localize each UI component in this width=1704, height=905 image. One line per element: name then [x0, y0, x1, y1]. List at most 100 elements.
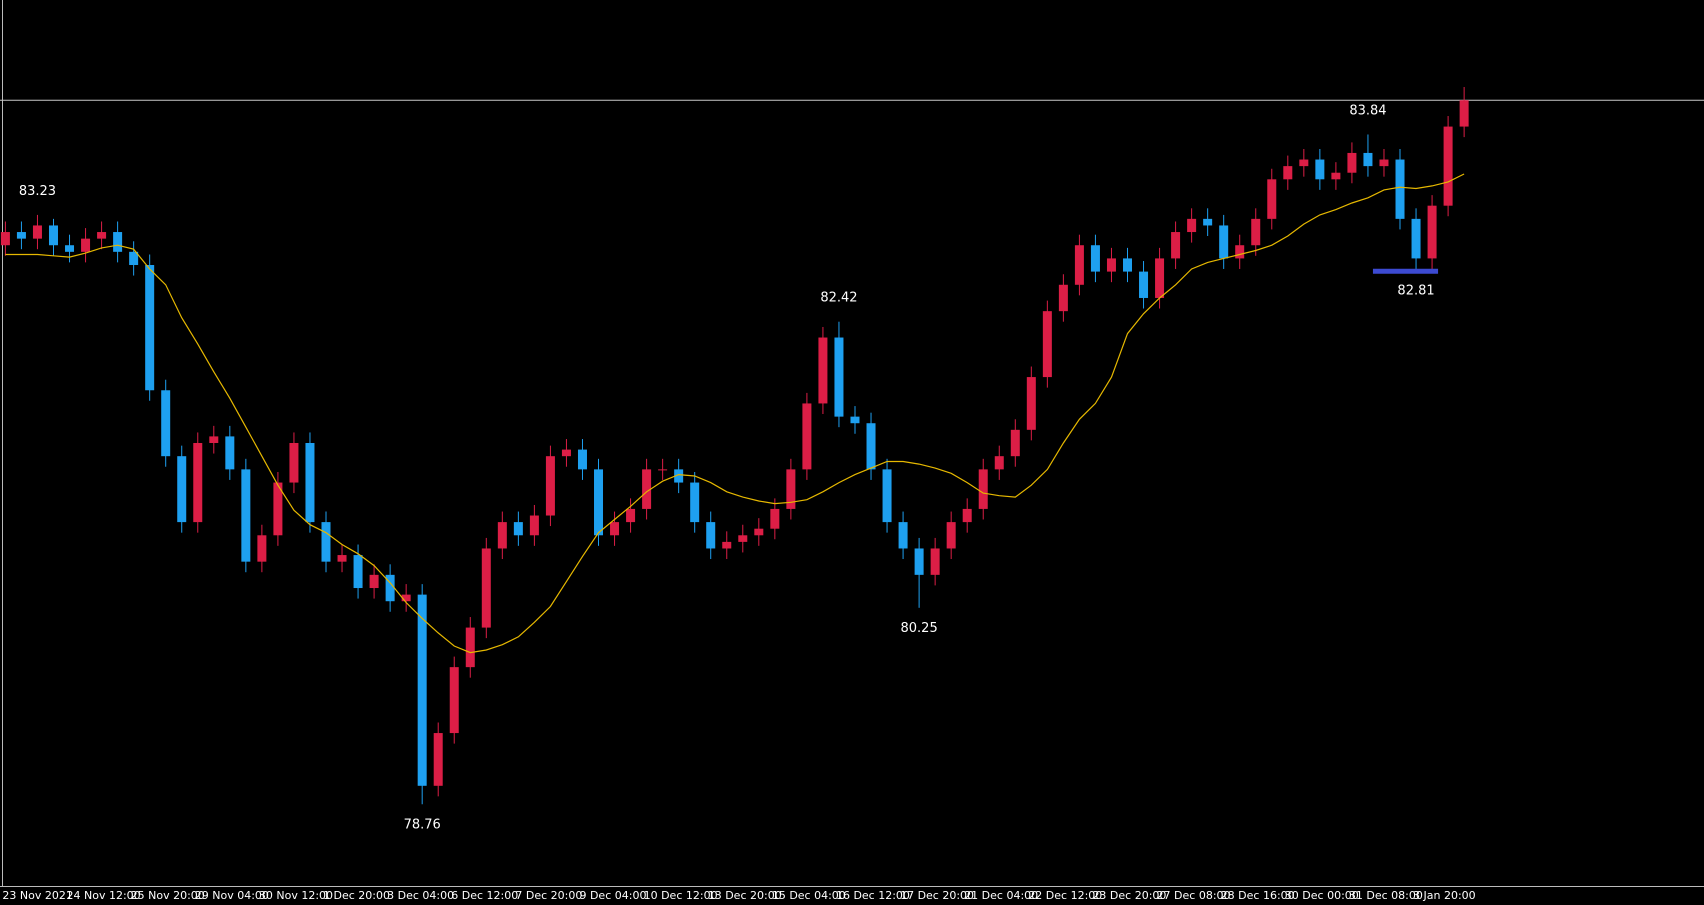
x-tick-label: 23 Nov 2021: [2, 889, 72, 902]
candle-body: [417, 594, 427, 786]
candle-body: [802, 403, 812, 470]
candle-body: [1219, 225, 1229, 259]
candle-body: [337, 555, 347, 562]
candle-body: [978, 469, 988, 509]
candle-body: [225, 436, 235, 470]
x-tick-label: 30 Dec 00:00: [1285, 889, 1359, 902]
candle-body: [497, 522, 507, 549]
x-tick-label: 23 Dec 20:00: [1092, 889, 1166, 902]
candle-body: [706, 522, 716, 549]
candle-body: [1251, 218, 1261, 246]
candle-body: [1459, 100, 1469, 127]
candle-body: [1427, 205, 1437, 259]
candle-body: [1106, 258, 1116, 272]
candle-body: [658, 469, 668, 471]
x-tick-label: 25 Nov 20:00: [131, 889, 205, 902]
candle-body: [32, 225, 42, 239]
candle-body: [1203, 218, 1213, 226]
candle-body: [1411, 218, 1421, 259]
candle-body: [353, 555, 363, 589]
candle-body: [1010, 429, 1020, 457]
candle-body: [1235, 245, 1245, 259]
candle-body: [449, 667, 459, 734]
x-tick-label: 27 Dec 08:00: [1157, 889, 1231, 902]
x-tick-label: 17 Dec 20:00: [900, 889, 974, 902]
candle-body: [642, 469, 652, 509]
candle-body: [738, 535, 748, 542]
candle-body: [754, 528, 764, 536]
candle-body: [161, 390, 171, 457]
candle-body: [81, 238, 91, 252]
candle-body: [385, 574, 395, 602]
x-tick-label: 9 Dec 04:00: [579, 889, 646, 902]
moving-average: [5, 173, 1465, 654]
candle-body: [433, 733, 443, 786]
candle-body: [305, 443, 315, 523]
candle-body: [1347, 152, 1357, 173]
price-annotation: 80.25: [901, 621, 938, 636]
x-tick-label: 3 Dec 04:00: [387, 889, 454, 902]
candle-body: [1155, 258, 1165, 298]
candle-body: [369, 574, 379, 589]
candle-body: [529, 515, 539, 536]
candle-body: [610, 522, 620, 536]
candle-body: [994, 456, 1004, 470]
candle-body: [834, 337, 844, 417]
candle-body: [594, 469, 604, 536]
price-annotation: 82.42: [820, 291, 857, 306]
candle-body: [97, 232, 107, 239]
x-tick-label: 29 Nov 04:00: [195, 889, 269, 902]
x-tick-label: 1 Dec 20:00: [323, 889, 390, 902]
candle-body: [914, 548, 924, 575]
price-annotation: 83.84: [1349, 103, 1386, 118]
candle-body: [626, 508, 636, 523]
candle-body: [321, 522, 331, 562]
candle-body: [65, 245, 75, 252]
x-tick-label: 30 Nov 12:00: [259, 889, 333, 902]
candle-body: [722, 541, 732, 549]
candle-body: [962, 508, 972, 523]
candle-body: [770, 508, 780, 529]
x-tick-label: 31 Dec 08:00: [1349, 889, 1423, 902]
candle-body: [1042, 311, 1052, 378]
candle-body: [930, 548, 940, 575]
candle-body: [1058, 284, 1068, 312]
x-tick-label: 13 Dec 20:00: [708, 889, 782, 902]
price-annotation: 82.81: [1397, 283, 1434, 298]
candle-body: [193, 443, 203, 523]
candle-body: [465, 627, 475, 668]
x-tick-label: 7 Dec 20:00: [515, 889, 582, 902]
candle-body: [786, 469, 796, 509]
candle-body: [257, 535, 267, 562]
candle-body: [1139, 271, 1149, 298]
candle-body: [177, 456, 187, 523]
candle-body: [1331, 172, 1341, 180]
candle-body: [866, 423, 876, 470]
candle-body: [577, 449, 587, 470]
x-tick-label: 16 Dec 12:00: [836, 889, 910, 902]
candle-body: [129, 251, 139, 266]
candle-body: [1171, 232, 1181, 259]
candle-body: [241, 469, 251, 562]
candle-body: [1379, 159, 1389, 167]
candle-body: [1267, 179, 1277, 219]
x-tick-label: 22 Dec 12:00: [1028, 889, 1102, 902]
candle-body: [1090, 245, 1100, 272]
candle-body: [209, 436, 219, 443]
candle-body: [1443, 126, 1453, 206]
candle-body: [674, 469, 684, 483]
candle-body: [1315, 159, 1325, 180]
candle-body: [1074, 245, 1084, 285]
candle-body: [1026, 377, 1036, 430]
candle-body: [850, 416, 860, 424]
price-annotation: 78.76: [404, 817, 441, 832]
candle-body: [1123, 258, 1132, 272]
candle-body: [145, 265, 155, 391]
candle-body: [0, 232, 10, 246]
candle-body: [1363, 152, 1373, 167]
candle-body: [946, 522, 956, 549]
x-tick-label: 15 Dec 04:00: [772, 889, 846, 902]
